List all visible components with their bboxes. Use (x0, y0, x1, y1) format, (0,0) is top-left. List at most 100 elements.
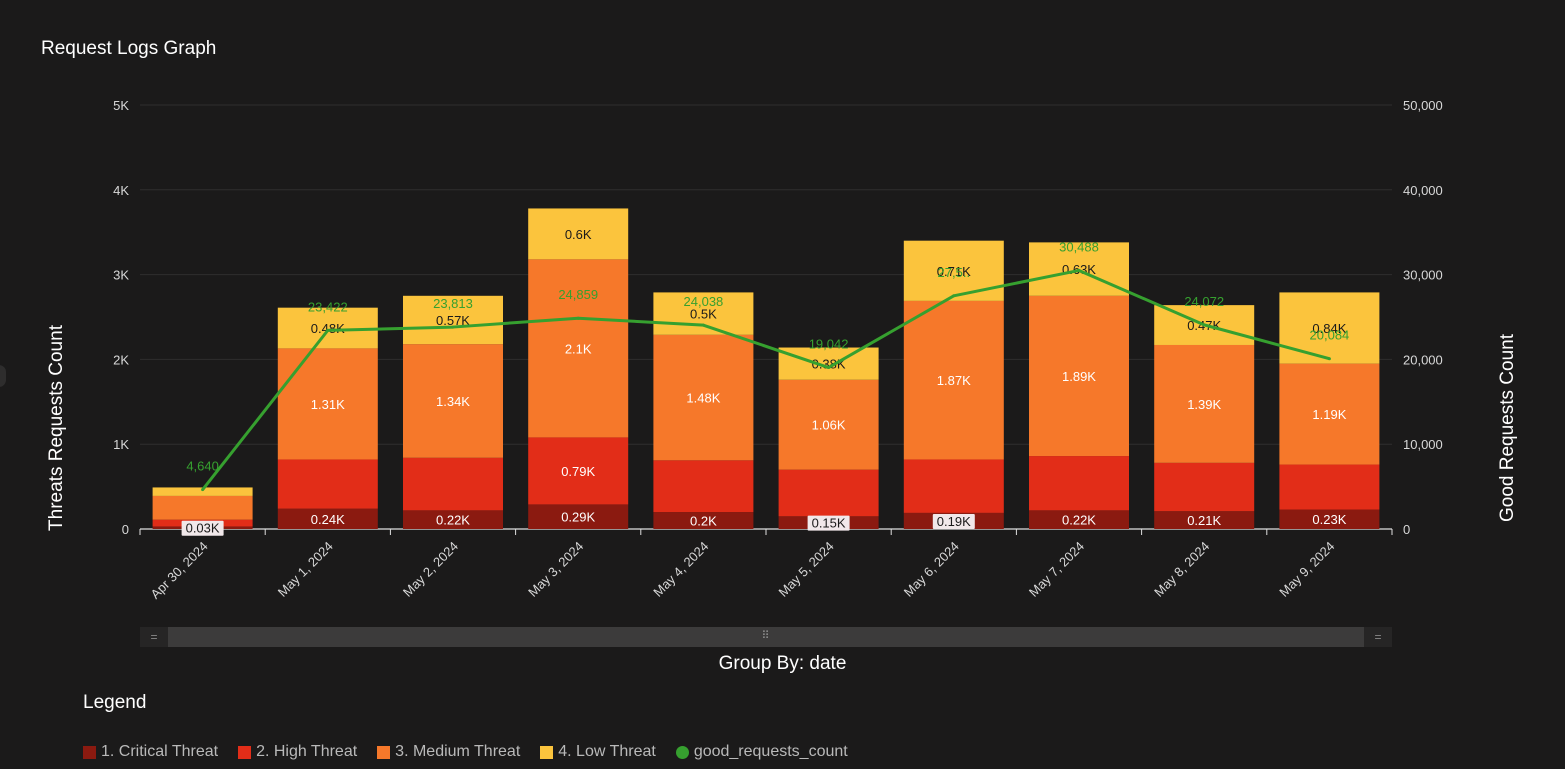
legend-item[interactable]: 2. High Threat (238, 743, 357, 761)
bar-segment (1279, 363, 1380, 465)
bar-segment (1279, 292, 1380, 364)
bar-segment (528, 437, 629, 505)
bar-data-label: 0.19K (937, 514, 971, 529)
x-tick-label: May 9, 2024 (1276, 539, 1337, 600)
bar-segment (1279, 509, 1380, 529)
legend-item[interactable]: 3. Medium Threat (377, 743, 520, 761)
bar-data-label: 0.22K (1062, 513, 1096, 528)
y2-tick-label: 50,000 (1403, 98, 1443, 113)
x-tick-label: Apr 30, 2024 (147, 539, 210, 602)
line-data-label: 24,038 (684, 294, 724, 309)
bar-segment (778, 347, 879, 380)
x-tick-label: May 1, 2024 (275, 539, 336, 600)
bar-segment (778, 379, 879, 470)
good-requests-point (576, 316, 580, 320)
bar-segment (403, 295, 503, 345)
bar-segment (903, 459, 1004, 513)
legend-item-label: 2. High Threat (256, 743, 358, 760)
bar-segment (528, 504, 629, 529)
good-requests-point (1202, 323, 1206, 327)
y2-tick-label: 10,000 (1403, 437, 1443, 452)
line-data-label: 30,488 (1059, 239, 1099, 254)
threats-chart: 0 1K 2K 3K 4K 5K 0 10,000 20,000 30,000 40,000 50,0… (46, 98, 1518, 602)
bar-data-label: 0.03K (186, 521, 220, 536)
bar-segment (653, 512, 754, 529)
y-tick-label: 4K (113, 183, 129, 198)
bar-label-background (932, 513, 975, 529)
bar-segment (403, 457, 503, 511)
bar-data-label: 0.15K (812, 516, 846, 531)
bar-segment (528, 208, 629, 260)
panel-resize-handle[interactable] (0, 365, 6, 387)
line-data-label: 23,422 (308, 299, 348, 314)
y-tick-label: 1K (113, 437, 129, 452)
legend-swatch-icon (675, 745, 689, 759)
bar-segment (1154, 511, 1255, 529)
line-data-label: 20,084 (1310, 328, 1350, 343)
bar-data-label: 0.22K (436, 513, 470, 528)
legend-item-label: 4. Low Threat (558, 743, 656, 760)
bar-data-label: 0.48K (311, 321, 345, 336)
good-requests-line (201, 268, 1330, 491)
y2-tick-label: 40,000 (1403, 183, 1443, 198)
chart-zoom-scrollbar[interactable]: = ⠿ = (140, 627, 1392, 647)
bar-segment (653, 334, 754, 461)
scrollbar-left-handle[interactable]: = (150, 630, 158, 644)
legend-item[interactable]: good_requests_count (675, 743, 848, 761)
x-tick-label: May 2, 2024 (400, 539, 461, 600)
y2-tick-label: 20,000 (1403, 352, 1443, 367)
bar-segment (653, 460, 754, 513)
bar-segment (903, 240, 1004, 301)
bar-data-label: 0.6K (565, 227, 592, 242)
x-tick-label: May 3, 2024 (525, 539, 586, 600)
bar-segment (152, 495, 253, 520)
good-requests-point (326, 328, 330, 332)
good-requests-point (827, 366, 831, 370)
bar-data-label: 1.34K (436, 394, 470, 409)
bar-data-label: 0.84K (1312, 321, 1346, 336)
legend-item-label: 3. Medium Threat (395, 743, 521, 760)
bar-data-label: 1.87K (937, 373, 971, 388)
graph-title: Request Logs Graph (41, 38, 217, 59)
y-tick-label: 3K (113, 268, 129, 283)
bar-segment (1279, 464, 1380, 510)
y-tick-label: 0 (122, 522, 129, 537)
scrollbar-thumb[interactable]: ⠿ (168, 627, 1364, 647)
bar-segment (277, 508, 378, 529)
bar-data-label: 1.39K (1187, 397, 1221, 412)
good-requests-point (952, 294, 956, 298)
scrollbar-right-handle[interactable]: = (1374, 630, 1382, 644)
bar-data-label: 0.38K (812, 357, 846, 372)
bar-segment (152, 487, 253, 496)
bar-data-label: 0.24K (311, 512, 345, 527)
bar-segment (1154, 462, 1255, 512)
legend-title: Legend (83, 692, 147, 713)
bar-segment (778, 469, 879, 517)
bar-segment (1029, 510, 1129, 529)
line-data-label: 27,5.. (938, 265, 971, 280)
bar-data-label: 0.2K (690, 514, 717, 529)
bar-segment (653, 292, 754, 335)
bar-data-label: 0.23K (1312, 512, 1346, 527)
bar-data-label: 0.29K (561, 510, 595, 525)
line-data-label: 19,042 (809, 337, 849, 352)
x-tick-label: May 5, 2024 (776, 539, 837, 600)
line-data-label: 24,072 (1184, 294, 1224, 309)
x-tick-label: May 7, 2024 (1026, 539, 1087, 600)
bar-data-label: 2.1K (565, 341, 592, 356)
x-tick-label: May 8, 2024 (1151, 539, 1212, 600)
y-axis-title: Threats Requests Count (46, 324, 67, 531)
good-requests-point (201, 488, 205, 492)
legend-item[interactable]: 1. Critical Threat (83, 743, 218, 761)
bar-segment (528, 259, 629, 438)
bar-data-label: 1.19K (1312, 407, 1346, 422)
x-tick-label: May 4, 2024 (650, 539, 711, 600)
good-requests-point (1077, 268, 1081, 272)
y-tick-label: 2K (113, 352, 129, 367)
x-tick-label: May 6, 2024 (901, 539, 962, 600)
bar-data-label: 0.5K (690, 307, 717, 322)
legend-item[interactable]: 4. Low Threat (540, 743, 656, 761)
bar-segment (1029, 456, 1129, 511)
bar-segment (1029, 295, 1129, 457)
bar-data-label: 0.21K (1187, 513, 1221, 528)
